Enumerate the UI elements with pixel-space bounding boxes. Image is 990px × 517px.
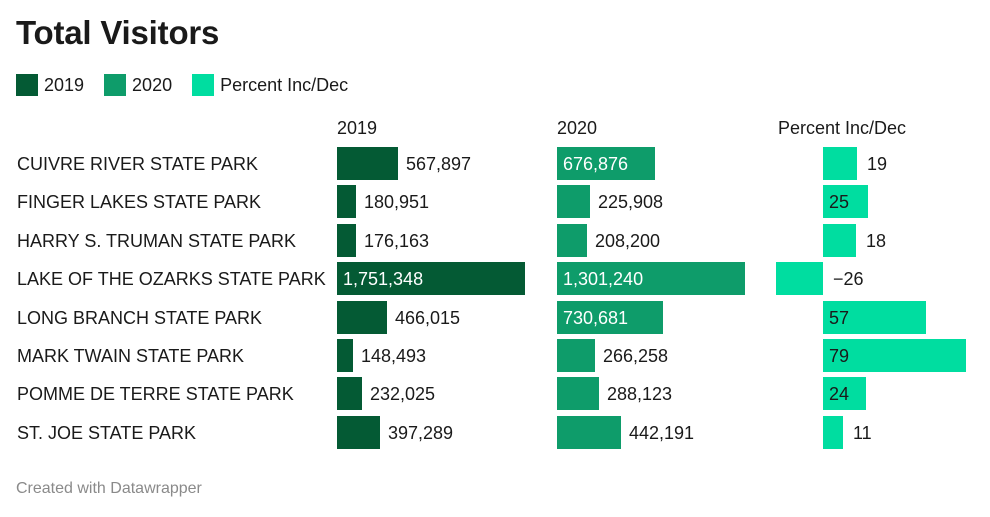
bar-2019 bbox=[337, 262, 525, 296]
bar-percent bbox=[823, 300, 926, 334]
column-header-2020: 2020 bbox=[557, 118, 598, 138]
value-label-percent: 19 bbox=[867, 154, 888, 174]
value-label-2020: 442,191 bbox=[629, 422, 695, 443]
column-header-2019: 2019 bbox=[337, 118, 378, 138]
value-label-percent: 11 bbox=[853, 422, 872, 443]
value-label-2019: 466,015 bbox=[395, 307, 461, 328]
legend-item-percent: Percent Inc/Dec bbox=[192, 74, 348, 96]
legend-label-2020: 2020 bbox=[132, 74, 173, 95]
value-label-percent: 25 bbox=[829, 192, 850, 213]
legend-label-percent: Percent Inc/Dec bbox=[220, 74, 349, 95]
legend-item-2020: 2020 bbox=[104, 74, 172, 96]
bar-2019 bbox=[337, 223, 356, 257]
bar-2020 bbox=[557, 262, 745, 296]
value-label-2020: 225,908 bbox=[598, 192, 664, 213]
bar-percent bbox=[823, 147, 857, 180]
bar-2019 bbox=[337, 300, 387, 334]
value-label-2019: 176,163 bbox=[364, 230, 430, 251]
legend-label-2019: 2019 bbox=[44, 74, 85, 95]
bar-2020 bbox=[557, 185, 590, 219]
table-row: CUIVRE RIVER STATE PARK 567,897 676,876 19 bbox=[0, 147, 990, 181]
value-label-2019: 180,951 bbox=[364, 192, 430, 213]
bar-2020 bbox=[557, 339, 595, 372]
value-label-2020: 730,681 bbox=[563, 307, 629, 328]
bar-2019 bbox=[337, 377, 362, 411]
table-row: MARK TWAIN STATE PARK 148,493 266,258 79 bbox=[0, 339, 990, 373]
bar-percent bbox=[823, 339, 966, 372]
value-label-percent: 24 bbox=[829, 384, 850, 405]
legend: 2019 2020 Percent Inc/Dec bbox=[16, 74, 368, 96]
value-label-2020: 208,200 bbox=[595, 230, 661, 251]
table-row: ST. JOE STATE PARK 397,289 442,191 11 bbox=[0, 415, 990, 450]
row-label: FINGER LAKES STATE PARK bbox=[17, 192, 262, 213]
bar-percent bbox=[823, 415, 843, 449]
bar-2019 bbox=[337, 415, 380, 449]
bar-percent bbox=[823, 185, 868, 219]
value-label-percent: 18 bbox=[866, 230, 887, 251]
legend-swatch-2020 bbox=[104, 74, 127, 96]
row-label: LONG BRANCH STATE PARK bbox=[17, 307, 263, 328]
table-row: POMME DE TERRE STATE PARK 232,025 288,123 2… bbox=[0, 377, 990, 411]
chart-title: Total Visitors bbox=[16, 14, 220, 51]
value-label-2020: 676,876 bbox=[563, 154, 629, 174]
row-label: HARRY S. TRUMAN STATE PARK bbox=[17, 230, 297, 251]
row-label: ST. JOE STATE PARK bbox=[17, 422, 197, 443]
row-label: POMME DE TERRE STATE PARK bbox=[17, 384, 294, 405]
value-label-2020: 266,258 bbox=[603, 346, 669, 366]
table-row: FINGER LAKES STATE PARK 180,951 225,908 25 bbox=[0, 185, 990, 219]
row-label: LAKE OF THE OZARKS STATE PARK bbox=[17, 269, 326, 290]
bar-2020 bbox=[557, 223, 587, 257]
bar-2020 bbox=[557, 415, 621, 449]
bar-2020 bbox=[557, 300, 663, 334]
bar-percent bbox=[776, 262, 823, 296]
value-label-2019: 397,289 bbox=[388, 422, 454, 443]
bar-2019 bbox=[337, 147, 398, 180]
table-row: LONG BRANCH STATE PARK 466,015 730,681 57 bbox=[0, 300, 990, 335]
bar-percent bbox=[823, 377, 866, 411]
table-row: LAKE OF THE OZARKS STATE PARK 1,751,348 1,… bbox=[0, 262, 990, 296]
bar-2019 bbox=[337, 185, 356, 219]
bar-2019 bbox=[337, 339, 353, 372]
bar-2020 bbox=[557, 147, 655, 180]
credit-footer[interactable]: Created with Datawrapper bbox=[16, 480, 202, 497]
value-label-2019: 567,897 bbox=[406, 154, 472, 174]
legend-item-2019: 2019 bbox=[16, 74, 84, 96]
value-label-percent: 79 bbox=[829, 346, 850, 366]
row-label: MARK TWAIN STATE PARK bbox=[17, 346, 245, 366]
legend-swatch-2019 bbox=[16, 74, 38, 96]
column-header-percent: Percent Inc/Dec bbox=[778, 118, 907, 138]
value-label-2019: 148,493 bbox=[361, 346, 427, 366]
value-label-percent: −26 bbox=[833, 269, 864, 290]
bar-2020 bbox=[557, 377, 599, 411]
value-label-percent: 57 bbox=[829, 307, 850, 328]
value-label-2019: 232,025 bbox=[370, 384, 436, 405]
value-label-2019: 1,751,348 bbox=[343, 269, 424, 290]
table-row: HARRY S. TRUMAN STATE PARK 176,163 208,200… bbox=[0, 223, 990, 258]
value-label-2020: 288,123 bbox=[607, 384, 673, 405]
bar-percent bbox=[823, 223, 856, 257]
value-label-2020: 1,301,240 bbox=[563, 269, 644, 290]
legend-swatch-percent bbox=[192, 74, 215, 96]
row-label: CUIVRE RIVER STATE PARK bbox=[17, 154, 259, 174]
